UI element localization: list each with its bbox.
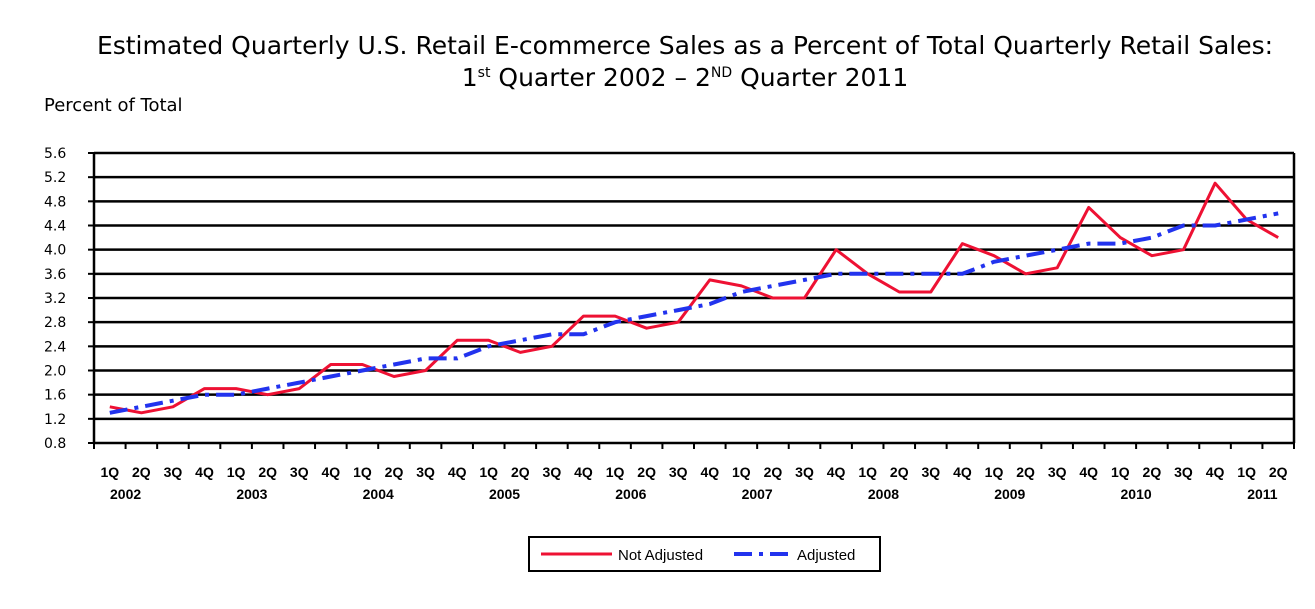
x-tick-label: 1Q: [227, 464, 246, 480]
title-part: Quarter 2002 – 2: [490, 63, 711, 92]
x-tick-label: 1Q: [1111, 464, 1130, 480]
x-tick-label: 4Q: [1079, 464, 1098, 480]
x-tick-label: 1Q: [353, 464, 372, 480]
x-tick-label: 3Q: [1048, 464, 1067, 480]
y-tick-label: 5.6: [44, 146, 66, 162]
year-label: 2006: [615, 486, 646, 502]
x-tick-label: 3Q: [164, 464, 183, 480]
x-tick-label: 4Q: [448, 464, 467, 480]
x-tick-label: 1Q: [985, 464, 1004, 480]
y-tick-label: 4.0: [44, 243, 66, 259]
x-tick-label: 3Q: [416, 464, 435, 480]
x-tick-label: 2Q: [890, 464, 909, 480]
y-tick-label: 0.8: [44, 436, 66, 452]
x-tick-label: 2Q: [1269, 464, 1288, 480]
year-label: 2003: [236, 486, 267, 502]
y-axis-label: Percent of Total: [44, 95, 183, 116]
x-tick-label: 1Q: [479, 464, 498, 480]
series-lines: [109, 181, 1279, 415]
title-part: Quarter 2011: [732, 63, 909, 92]
x-tick-label: 3Q: [795, 464, 814, 480]
x-tick-label: 4Q: [1206, 464, 1225, 480]
year-label: 2002: [110, 486, 141, 502]
y-tick-label: 4.8: [44, 194, 66, 210]
x-tick-label: 3Q: [1174, 464, 1193, 480]
y-tick-label: 2.4: [44, 339, 66, 355]
legend: Not Adjusted Adjusted: [528, 536, 881, 572]
chart-title-line1: Estimated Quarterly U.S. Retail E-commer…: [96, 31, 1274, 60]
x-tick-label: 1Q: [100, 464, 119, 480]
x-tick-label: 3Q: [669, 464, 688, 480]
year-label: 2011: [1247, 486, 1278, 502]
year-label: 2004: [363, 486, 394, 502]
x-tick-label: 2Q: [385, 464, 404, 480]
y-tick-label: 1.2: [44, 412, 66, 428]
year-label: 2009: [994, 486, 1025, 502]
x-tick-label: 1Q: [858, 464, 877, 480]
x-tick-labels: 1Q 2Q 3Q 4Q 1Q 2Q 3Q 4Q 1Q 2Q 3Q 4Q 1Q 2Q 3Q 4Q 1Q 2Q 3Q 4Q…: [100, 464, 1287, 502]
x-tick-label: 2Q: [637, 464, 656, 480]
title-sup-nd: ND: [710, 65, 733, 81]
x-tick-label: 4Q: [953, 464, 972, 480]
y-tick-label: 5.2: [44, 170, 66, 186]
chart-title-line2: 1st Quarter 2002 – 2ND Quarter 2011: [0, 62, 1315, 94]
y-tick-label: 3.6: [44, 267, 66, 283]
x-tick-label: 4Q: [700, 464, 719, 480]
legend-label: Adjusted: [797, 547, 855, 564]
x-tick-label: 2Q: [511, 464, 530, 480]
year-label: 2007: [742, 486, 773, 502]
y-tick-label: 3.2: [44, 291, 66, 307]
year-label: 2010: [1121, 486, 1152, 502]
year-label: 2008: [868, 486, 899, 502]
y-tick-label: 2.0: [44, 364, 66, 380]
x-tick-label: 3Q: [543, 464, 562, 480]
x-tick-label: 3Q: [290, 464, 309, 480]
chart-title: Estimated Quarterly U.S. Retail E-commer…: [0, 30, 1315, 94]
x-tick-label: 1Q: [1237, 464, 1256, 480]
series-line-adjusted: [109, 211, 1279, 415]
y-tick-labels: 0.8 1.2 1.6 2.0 2.4 2.8 3.2 3.6 4.0 4.4 4.8 5.2 5.6: [44, 146, 66, 452]
y-tick-label: 1.6: [44, 388, 66, 404]
y-tick-label: 2.8: [44, 315, 66, 331]
series-line-not-adjusted: [109, 181, 1279, 415]
legend-label: Not Adjusted: [618, 547, 703, 564]
x-tick-label: 4Q: [321, 464, 340, 480]
x-tick-label: 2Q: [1016, 464, 1035, 480]
x-tick-label: 3Q: [921, 464, 940, 480]
title-part: 1: [461, 63, 478, 92]
x-tick-label: 1Q: [606, 464, 625, 480]
year-label: 2005: [489, 486, 520, 502]
y-tick-label: 4.4: [44, 219, 66, 235]
x-tick-label: 4Q: [827, 464, 846, 480]
x-tick-label: 2Q: [1143, 464, 1162, 480]
x-tick-label: 2Q: [764, 464, 783, 480]
x-tick-label: 2Q: [132, 464, 151, 480]
x-tick-label: 2Q: [258, 464, 277, 480]
gridlines: [88, 151, 1296, 449]
x-tick-label: 4Q: [195, 464, 214, 480]
title-sup-st: st: [477, 65, 491, 81]
x-tick-label: 4Q: [574, 464, 593, 480]
x-tick-label: 1Q: [732, 464, 751, 480]
